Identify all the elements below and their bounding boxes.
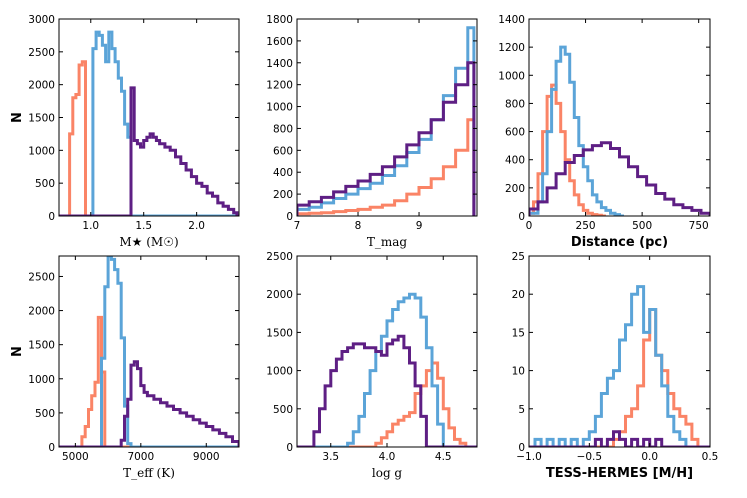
- y-tick-label: 1000: [498, 70, 525, 82]
- x-tick-label: 4.5: [435, 451, 452, 463]
- x-tick-label: 9: [416, 220, 423, 232]
- panel-4: 5000 7000 9000 0 500 1000 1500 2000 2500 T_eff (K…: [10, 255, 240, 480]
- y-tick-label: 1400: [266, 58, 293, 70]
- x-axis-label: TESS-HERMES [M/H]: [546, 466, 693, 481]
- y-tick-label: 0: [286, 211, 293, 223]
- y-tick-label: 1500: [28, 340, 55, 352]
- x-tick-label: 3.5: [322, 451, 339, 463]
- y-tick-label: 200: [505, 183, 525, 195]
- y-tick-label: 1800: [266, 14, 293, 26]
- series-blue: [59, 256, 239, 447]
- y-tick-label: 20: [512, 289, 525, 301]
- x-tick-label: 0: [526, 220, 533, 232]
- y-tick-label: 500: [35, 178, 55, 190]
- series-purple: [59, 360, 239, 447]
- series-blue: [297, 26, 476, 216]
- panel-2: 7 8 9 0 200 400 600 800 1000 1200 1400 1600 1800 T_ma…: [266, 14, 478, 249]
- y-tick-label: 2000: [28, 80, 55, 92]
- x-tick-label: 1.0: [82, 220, 99, 232]
- y-axis-label: N: [10, 346, 25, 357]
- x-axis-label: T_mag: [367, 235, 408, 249]
- y-tick-label: 0: [286, 442, 293, 454]
- axes-frame: [528, 255, 711, 448]
- y-tick-label: 400: [273, 167, 293, 179]
- y-tick-label: 200: [273, 189, 293, 201]
- series-blue: [59, 30, 239, 216]
- y-tick-label: 400: [505, 155, 525, 167]
- x-tick-label: −1.0: [516, 451, 542, 463]
- x-tick-label: 500: [632, 220, 652, 232]
- y-tick-label: 2500: [28, 47, 55, 59]
- panel-5: 3.5 4.0 4.5 0 500 1000 1500 2000 2500 log g: [266, 251, 478, 480]
- y-tick-label: 1000: [266, 366, 293, 378]
- y-tick-label: 10: [512, 366, 525, 378]
- y-tick-label: 0: [518, 442, 525, 454]
- y-tick-label: 1500: [266, 327, 293, 339]
- x-tick-label: 250: [576, 220, 596, 232]
- series-blue: [529, 285, 710, 447]
- y-tick-label: 1200: [498, 42, 525, 54]
- series-purple: [529, 141, 710, 216]
- x-tick-label: 1.5: [135, 220, 152, 232]
- y-tick-label: 1000: [28, 374, 55, 386]
- y-tick-label: 0: [48, 211, 55, 223]
- x-tick-label: −0.5: [577, 451, 603, 463]
- x-axis-label: Distance (pc): [571, 235, 668, 250]
- y-tick-label: 600: [273, 145, 293, 157]
- y-tick-label: 0: [518, 211, 525, 223]
- y-tick-label: 500: [273, 404, 293, 416]
- y-tick-label: 15: [512, 327, 525, 339]
- y-tick-label: 1600: [266, 36, 293, 48]
- y-tick-label: 800: [273, 123, 293, 135]
- x-axis-label: log g: [372, 466, 403, 480]
- x-tick-label: 7: [294, 220, 301, 232]
- panel-1: 1.0 1.5 2.0 0 500 1000 1500 2000 2500 3000 M★ (M☉)…: [10, 14, 240, 249]
- y-tick-label: 1000: [28, 145, 55, 157]
- series-purple: [59, 86, 239, 216]
- y-tick-label: 3000: [28, 14, 55, 26]
- y-axis-label: N: [10, 112, 25, 123]
- panel-6: −1.0 −0.5 0.0 0.5 0 5 10 15 20 25 TESS-HERMES [M/H…: [512, 251, 719, 481]
- x-tick-label: 750: [689, 220, 709, 232]
- x-tick-label: 0.5: [702, 451, 719, 463]
- y-tick-label: 1200: [266, 80, 293, 92]
- series-orange: [529, 308, 710, 447]
- y-tick-label: 1500: [28, 113, 55, 125]
- y-tick-label: 2000: [28, 306, 55, 318]
- y-tick-label: 2500: [28, 271, 55, 283]
- series-orange: [59, 60, 239, 216]
- x-tick-label: 8: [355, 220, 362, 232]
- panel-3: 0 250 500 750 0 200 400 600 800 1000 1200 1400 Dista…: [498, 14, 711, 250]
- y-tick-label: 500: [35, 408, 55, 420]
- x-tick-label: 0.0: [641, 451, 658, 463]
- x-tick-label: 2.0: [188, 220, 205, 232]
- x-tick-label: 9000: [193, 451, 220, 463]
- series-orange: [297, 118, 476, 216]
- y-tick-label: 5: [518, 404, 525, 416]
- series-blue: [529, 45, 624, 216]
- axes-frame: [58, 255, 240, 448]
- x-tick-label: 5000: [62, 451, 89, 463]
- series-purple: [297, 334, 477, 447]
- y-tick-label: 600: [505, 127, 525, 139]
- series-orange: [529, 83, 606, 216]
- x-tick-label: 4.0: [379, 451, 396, 463]
- y-tick-label: 1400: [498, 14, 525, 26]
- x-tick-label: 7000: [127, 451, 154, 463]
- axes-frame: [296, 18, 478, 217]
- y-tick-label: 800: [505, 98, 525, 110]
- series-purple: [297, 61, 476, 216]
- x-axis-label: T_eff (K): [123, 466, 175, 480]
- y-tick-label: 2500: [266, 251, 293, 263]
- y-tick-label: 25: [512, 251, 525, 263]
- y-tick-label: 2000: [266, 289, 293, 301]
- axes-frame: [528, 18, 711, 217]
- y-tick-label: 0: [48, 442, 55, 454]
- y-tick-label: 1000: [266, 102, 293, 114]
- series-blue: [297, 292, 477, 447]
- x-axis-label: M★ (M☉): [119, 235, 178, 249]
